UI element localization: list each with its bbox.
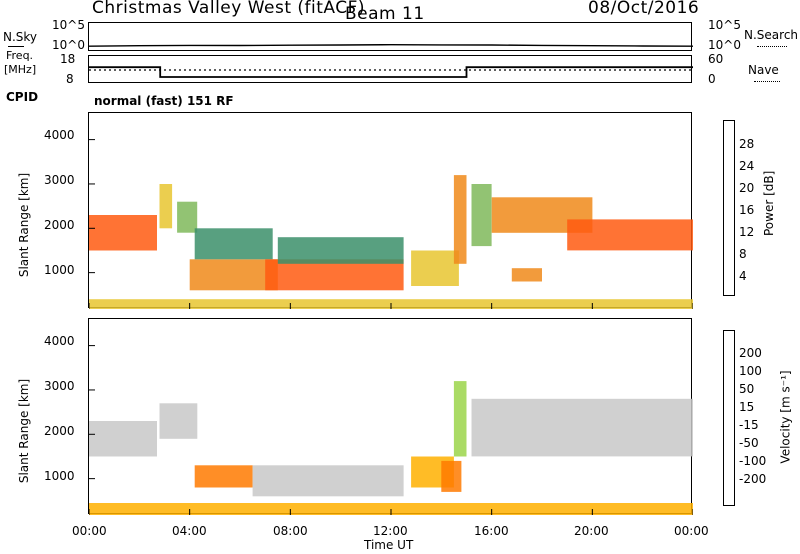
freq-label-2: [MHz] bbox=[4, 63, 37, 76]
xtick-0: 00:00 bbox=[72, 524, 107, 538]
freq-tick-high: 18 bbox=[60, 52, 76, 66]
power-ytick-3000: 3000 bbox=[44, 173, 75, 187]
power-cbar-tick-28: 28 bbox=[739, 137, 755, 151]
power-ytick-2000: 2000 bbox=[44, 218, 75, 232]
power-cbar-tick-4: 4 bbox=[739, 269, 747, 283]
freq-trace bbox=[89, 66, 693, 78]
velocity-panel bbox=[88, 318, 693, 515]
nsky-label: N.Sky bbox=[3, 30, 38, 44]
beam-label: Beam 11 bbox=[345, 4, 425, 24]
velocity-ylabel: Slant Range [km] bbox=[17, 378, 32, 484]
power-ylabel: Slant Range [km] bbox=[17, 172, 32, 278]
power-region-12 bbox=[511, 268, 542, 282]
nave-legend-line bbox=[754, 81, 780, 82]
velocity-region-6 bbox=[453, 381, 467, 457]
power-heatmap bbox=[89, 139, 693, 309]
nave-label: Nave bbox=[748, 63, 779, 77]
noise-panel bbox=[88, 22, 693, 51]
vel-cbar-tick-m100: -100 bbox=[739, 454, 767, 468]
nsearch-tick-high: 10^5 bbox=[708, 18, 741, 32]
power-colorbar bbox=[723, 120, 735, 296]
nsearch-label: N.Search bbox=[744, 28, 799, 42]
power-colorbar-swatches bbox=[724, 121, 736, 297]
xtick-1: 04:00 bbox=[172, 524, 207, 538]
xtick-6: 00:00 bbox=[674, 524, 709, 538]
cpid-value: normal (fast) 151 RF bbox=[94, 94, 234, 108]
power-ytick-4000: 4000 bbox=[44, 128, 75, 142]
power-region-9 bbox=[471, 184, 492, 247]
power-region-11 bbox=[567, 219, 693, 251]
vel-cbar-tick-100: 100 bbox=[739, 364, 762, 378]
velocity-colorbar-swatches bbox=[724, 331, 736, 507]
xlabel: Time UT bbox=[364, 538, 414, 552]
velocity-region-2 bbox=[194, 465, 253, 488]
power-cbar-tick-16: 16 bbox=[739, 203, 755, 217]
noise-trace bbox=[89, 43, 693, 47]
vel-cbar-tick-15: 15 bbox=[739, 400, 755, 414]
velocity-region-7 bbox=[471, 398, 693, 457]
nsky-legend-line bbox=[8, 46, 24, 47]
velocity-region-1 bbox=[159, 403, 198, 439]
power-region-7 bbox=[411, 250, 459, 286]
velocity-region-0 bbox=[89, 421, 157, 457]
nsky-tick-high: 10^5 bbox=[52, 18, 85, 32]
velocity-heatmap bbox=[89, 345, 693, 515]
power-region-8 bbox=[453, 175, 467, 264]
vel-ytick-2000: 2000 bbox=[44, 424, 75, 438]
nsky-tick-low: 10^0 bbox=[52, 38, 85, 52]
vel-cbar-tick-200: 200 bbox=[739, 346, 762, 360]
vel-cbar-label: Velocity [m s⁻¹] bbox=[778, 370, 793, 464]
power-region-5 bbox=[265, 259, 404, 291]
power-region-3 bbox=[189, 259, 278, 291]
xtick-5: 20:00 bbox=[574, 524, 609, 538]
nave-tick-high: 60 bbox=[708, 52, 724, 66]
power-region-2 bbox=[177, 201, 198, 233]
xtick-4: 16:00 bbox=[474, 524, 509, 538]
power-cbar-tick-24: 24 bbox=[739, 159, 755, 173]
xtick-3: 12:00 bbox=[373, 524, 408, 538]
power-region-6 bbox=[277, 237, 404, 264]
power-cbar-tick-20: 20 bbox=[739, 181, 755, 195]
power-region-4 bbox=[194, 228, 273, 260]
freq-tick-low: 8 bbox=[66, 72, 74, 86]
station-title: Christmas Valley West (fitACF) bbox=[92, 0, 366, 18]
power-panel bbox=[88, 112, 693, 309]
power-cbar-tick-8: 8 bbox=[739, 247, 747, 261]
freq-label-1: Freq. bbox=[6, 49, 34, 62]
xtick-2: 08:00 bbox=[273, 524, 308, 538]
nsearch-legend-line bbox=[757, 46, 787, 47]
velocity-colorbar bbox=[723, 330, 735, 506]
date-label: 08/Oct/2016 bbox=[588, 0, 700, 18]
vel-cbar-tick-50: 50 bbox=[739, 382, 755, 396]
power-cbar-label: Power [dB] bbox=[762, 170, 776, 236]
cpid-label: CPID bbox=[6, 90, 39, 104]
velocity-region-5 bbox=[441, 460, 462, 492]
power-cbar-tick-12: 12 bbox=[739, 225, 755, 239]
vel-ytick-4000: 4000 bbox=[44, 334, 75, 348]
nsearch-tick-low: 10^0 bbox=[708, 38, 741, 52]
vel-ytick-1000: 1000 bbox=[44, 469, 75, 483]
vel-ytick-3000: 3000 bbox=[44, 379, 75, 393]
vel-cbar-tick-m200: -200 bbox=[739, 472, 767, 486]
power-region-1 bbox=[159, 184, 173, 229]
power-region-0 bbox=[89, 215, 157, 251]
power-ytick-1000: 1000 bbox=[44, 263, 75, 277]
velocity-region-3 bbox=[252, 465, 404, 497]
vel-cbar-tick-m15: -15 bbox=[739, 418, 759, 432]
nave-tick-low: 0 bbox=[708, 72, 716, 86]
vel-cbar-tick-m50: -50 bbox=[739, 436, 759, 450]
freq-panel bbox=[88, 55, 693, 83]
